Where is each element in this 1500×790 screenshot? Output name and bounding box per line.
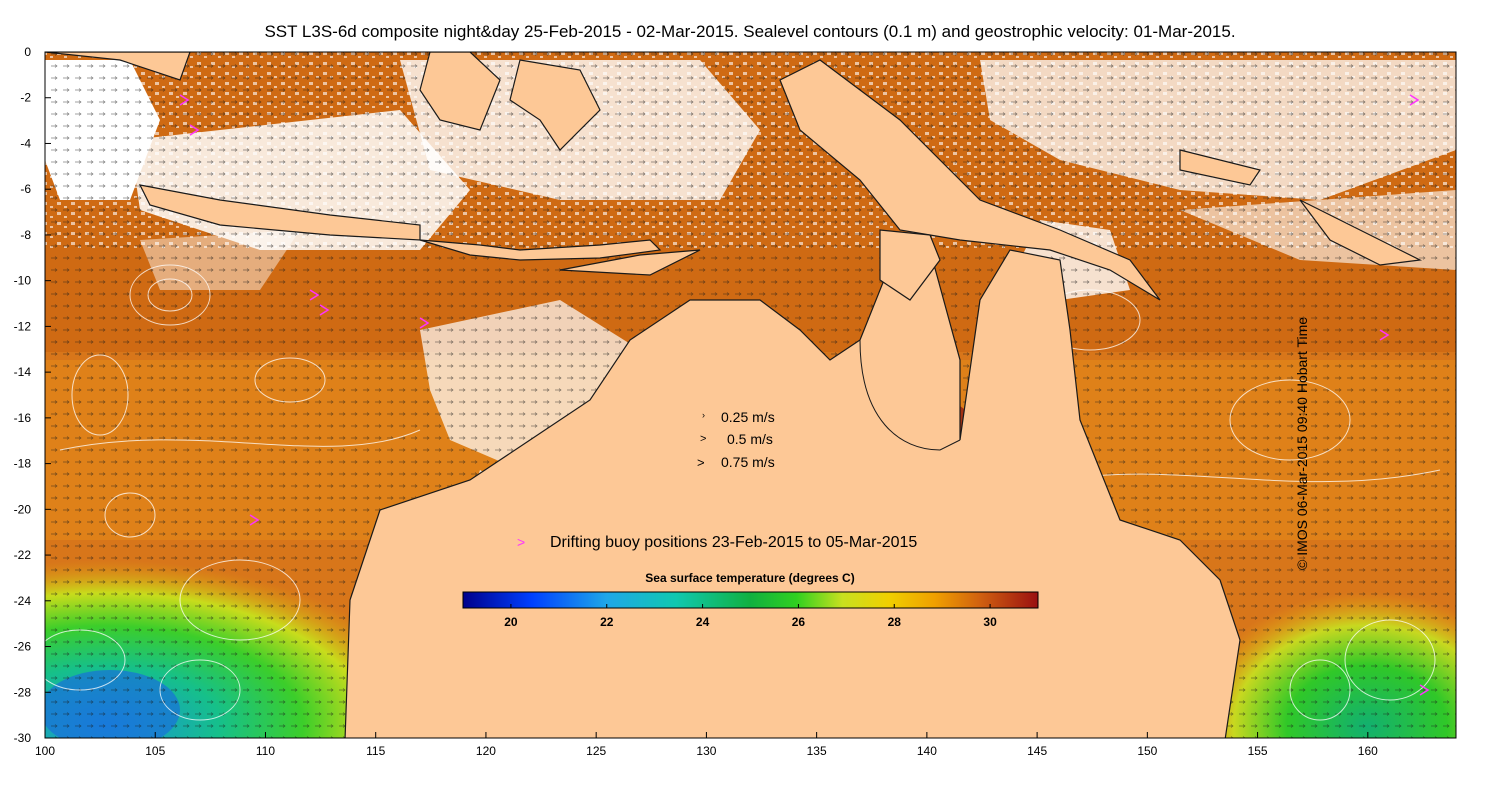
velocity-label-0.25: 0.25 m/s xyxy=(721,409,775,425)
colorbar-tick-label: 30 xyxy=(983,615,997,629)
land-lesser-sunda xyxy=(419,239,662,261)
land-sumatra xyxy=(45,52,191,81)
land-masses xyxy=(45,52,1423,738)
colorbar-ticks: 20 22 24 26 28 30 xyxy=(504,604,997,629)
x-tick-label: 120 xyxy=(476,744,496,758)
x-tick-label: 105 xyxy=(145,744,165,758)
y-tick-label: -20 xyxy=(14,502,32,516)
y-tick-label: -30 xyxy=(14,731,32,745)
y-tick-label: -24 xyxy=(14,594,32,608)
velocity-arrow-medium: > xyxy=(700,433,706,445)
x-tick-label: 110 xyxy=(256,744,275,758)
colorbar-tick-label: 20 xyxy=(504,615,518,629)
land-cape-york xyxy=(879,229,941,301)
land-sulawesi xyxy=(509,59,601,151)
sea-level-contours xyxy=(45,264,1441,721)
colorbar-title: Sea surface temperature (degrees C) xyxy=(645,571,854,585)
y-tick-label: -28 xyxy=(14,685,32,699)
land-new-britain xyxy=(1179,149,1261,186)
velocity-legend: › 0.25 m/s > 0.5 m/s > 0.75 m/s xyxy=(697,409,775,470)
colorbar-tick-label: 28 xyxy=(888,615,902,629)
y-tick-label: -16 xyxy=(14,411,32,425)
y-tick-label: -10 xyxy=(14,274,32,288)
y-tick-label: -8 xyxy=(20,228,31,242)
credit-text: © IMOS 06-Mar-2015 09:40 Hobart Time xyxy=(1294,316,1310,570)
y-tick-label: -18 xyxy=(14,457,32,471)
velocity-arrow-small: › xyxy=(702,410,705,420)
map-plot-area xyxy=(45,52,1456,738)
velocity-arrow-large: > xyxy=(697,455,705,470)
y-tick-label: -26 xyxy=(14,640,32,654)
colorbar-tick-label: 24 xyxy=(696,615,710,629)
y-tick-label: -6 xyxy=(20,182,31,196)
x-tick-label: 140 xyxy=(917,744,937,758)
velocity-label-0.5: 0.5 m/s xyxy=(727,431,773,447)
x-tick-label: 100 xyxy=(35,744,55,758)
colorbar-tick-label: 26 xyxy=(792,615,806,629)
colorbar-gradient xyxy=(462,591,1039,609)
colorbar-tick-label: 22 xyxy=(600,615,614,629)
x-tick-label: 130 xyxy=(696,744,716,758)
y-tick-label: -2 xyxy=(20,91,31,105)
x-tick-label: 135 xyxy=(807,744,827,758)
x-tick-label: 115 xyxy=(366,744,385,758)
map-title: SST L3S-6d composite night&day 25-Feb-20… xyxy=(264,22,1236,41)
buoy-legend-label: Drifting buoy positions 23-Feb-2015 to 0… xyxy=(550,534,917,551)
y-tick-label: -14 xyxy=(14,365,32,379)
x-tick-label: 155 xyxy=(1248,744,1268,758)
plot-frame xyxy=(44,51,1457,739)
x-tick-label: 125 xyxy=(586,744,606,758)
sst-colorbar: Sea surface temperature (degrees C) 20 22… xyxy=(462,571,1039,629)
y-tick-label: -22 xyxy=(14,548,32,562)
gulf-of-carpentaria-coast xyxy=(859,339,961,451)
y-tick-label: -4 xyxy=(20,136,31,150)
y-tick-label: 0 xyxy=(24,45,31,59)
drifting-buoy-markers xyxy=(179,94,1430,696)
velocity-label-0.75: 0.75 m/s xyxy=(721,454,775,470)
x-tick-label: 145 xyxy=(1027,744,1047,758)
y-axis: 0 -2 -4 -6 -8 -10 -12 -14 -16 -18 -20 -22 -24 -26 -28 -… xyxy=(14,45,51,745)
x-tick-label: 160 xyxy=(1358,744,1378,758)
land-borneo xyxy=(419,52,501,131)
x-axis: 100 105 110 115 120 125 130 135 140 145 150 155 160 xyxy=(35,732,1378,758)
buoy-legend: > Drifting buoy positions 23-Feb-2015 to… xyxy=(517,534,917,551)
land-timor xyxy=(559,249,701,276)
land-new-guinea xyxy=(779,59,1161,301)
x-tick-label: 150 xyxy=(1137,744,1157,758)
y-tick-label: -12 xyxy=(14,319,32,333)
land-solomon-islands xyxy=(1299,199,1423,266)
buoy-legend-marker: > xyxy=(517,534,525,550)
